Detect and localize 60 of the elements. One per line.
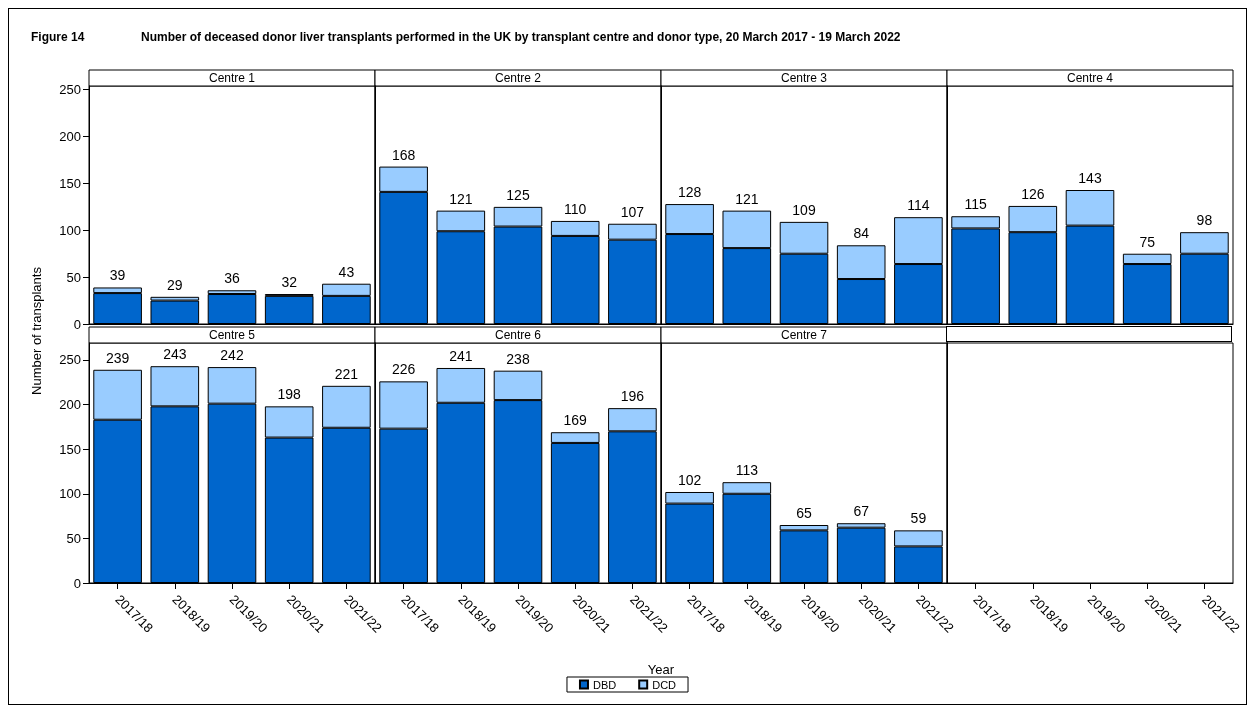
chart-title: Centre 7 [780, 328, 828, 342]
chart-title: Centre 4 [1066, 71, 1114, 85]
y-tick-label: 150 [59, 441, 81, 457]
total-label: 32 [281, 274, 298, 291]
total-label: 121 [735, 190, 759, 207]
total-label: 239 [105, 349, 130, 366]
chart-title: Centre 3 [780, 71, 828, 85]
y-tick-label: 200 [59, 397, 81, 413]
total-label: 29 [167, 276, 183, 293]
total-label: 242 [220, 347, 244, 364]
total-label: 114 [907, 197, 930, 214]
total-label: 110 [564, 200, 587, 217]
total-label: 125 [506, 186, 530, 203]
chart-title: Centre 2 [494, 71, 542, 85]
y-tick-label: 250 [59, 352, 81, 368]
legend-label: DBD [592, 678, 617, 691]
total-label: 226 [391, 361, 416, 378]
total-label: 107 [620, 203, 645, 220]
total-label: 168 [391, 146, 416, 163]
total-label: 143 [1078, 170, 1102, 187]
total-label: 115 [964, 196, 987, 213]
total-label: 43 [338, 263, 355, 280]
total-label: 59 [910, 510, 927, 527]
chart-title: Centre 1 [208, 71, 256, 85]
y-tick-label: 0 [73, 575, 81, 591]
total-label: 243 [163, 346, 187, 363]
total-label: 128 [677, 184, 702, 201]
caption: Figure 14 [31, 30, 85, 44]
total-label: 65 [796, 505, 812, 522]
total-label: 98 [1196, 212, 1213, 229]
total-label: 238 [506, 350, 530, 367]
total-label: 169 [563, 412, 588, 429]
y-axis-title: Number of transplants [28, 266, 44, 395]
total-label: 102 [677, 472, 702, 488]
chart-title: Centre 6 [494, 328, 542, 342]
y-tick-label: 100 [59, 222, 81, 238]
y-tick-label: 50 [66, 269, 81, 285]
total-label: 109 [792, 201, 816, 218]
total-label: 121 [449, 190, 473, 207]
total-label: 39 [109, 267, 126, 284]
legend-label: DCD [652, 678, 677, 691]
total-label: 241 [449, 347, 473, 364]
total-label: 198 [277, 386, 302, 403]
total-label: 113 [735, 462, 759, 479]
total-label: 84 [853, 225, 870, 242]
total-label: 126 [1021, 185, 1045, 202]
y-tick-label: 150 [59, 175, 81, 191]
total-label: 196 [620, 388, 645, 405]
text: Number of deceased donor liver transplants performed in the UK by transplant centre and donor type, 20 March 2017 - 19 March 2022 [141, 30, 901, 44]
total-label: 67 [853, 503, 870, 520]
chart-title: Centre 5 [208, 328, 256, 342]
y-tick-label: 200 [59, 129, 81, 145]
total-label: 221 [334, 365, 359, 382]
y-tick-label: 50 [66, 530, 81, 546]
total-label: 75 [1139, 233, 1156, 250]
y-tick-label: 0 [73, 316, 81, 332]
text: Year [647, 661, 675, 677]
y-tick-label: 100 [59, 486, 81, 502]
y-tick-label: 250 [59, 82, 81, 98]
total-label: 36 [224, 270, 240, 287]
